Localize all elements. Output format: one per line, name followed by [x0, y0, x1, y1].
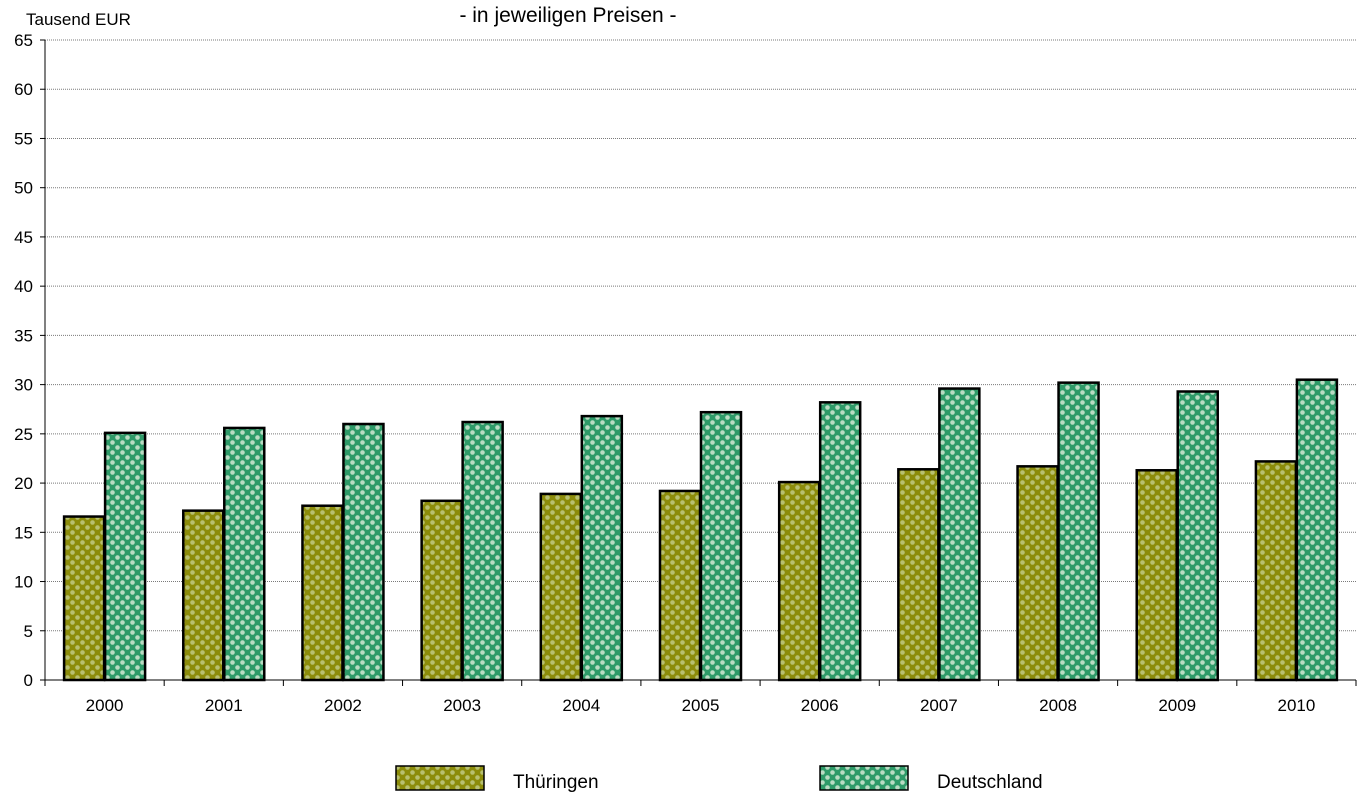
bar-deutschland-2007	[938, 387, 981, 682]
x-tick-label: 2004	[562, 696, 600, 715]
bar-deutschland-2000	[103, 431, 147, 682]
y-tick-label: 10	[14, 573, 33, 592]
bars	[62, 378, 1339, 682]
y-tick-label: 0	[24, 671, 33, 690]
bar-deutschland-2009	[1176, 390, 1219, 682]
bar-deutschland-2005	[699, 410, 743, 682]
bar-deutschland-2010	[1295, 378, 1339, 682]
x-tick-label: 2009	[1158, 696, 1196, 715]
bar-deutschland-2004	[580, 414, 624, 682]
y-tick-label: 40	[14, 277, 33, 296]
y-tick-label: 20	[14, 474, 33, 493]
x-tick-label: 2010	[1277, 696, 1315, 715]
bar-thüringen-2004	[539, 492, 583, 682]
bar-thüringen-2010	[1254, 460, 1298, 682]
y-tick-label: 60	[14, 80, 33, 99]
bar-thüringen-2003	[420, 499, 463, 682]
y-tick-label: 35	[14, 326, 33, 345]
bar-deutschland-2003	[461, 420, 504, 682]
x-tick-label: 2007	[920, 696, 958, 715]
bar-thüringen-2009	[1135, 469, 1178, 682]
y-tick-label: 45	[14, 228, 33, 247]
x-tick-label: 2000	[86, 696, 124, 715]
bar-deutschland-2008	[1057, 381, 1100, 682]
legend: Thüringen Deutschland	[395, 765, 1043, 793]
bar-thüringen-2007	[897, 468, 940, 682]
legend-swatch	[395, 765, 485, 791]
y-tick-label: 30	[14, 376, 33, 395]
bar-thüringen-2005	[658, 489, 702, 682]
y-axis-ticks: 0 5 10 15 20 25 30 35 40 45 50 55 60 65	[14, 31, 45, 690]
bar-thüringen-2008	[1016, 465, 1059, 682]
bar-deutschland-2006	[818, 401, 862, 682]
bar-thüringen-2000	[62, 515, 106, 682]
bar-thüringen-2006	[777, 480, 821, 682]
x-tick-label: 2001	[205, 696, 243, 715]
x-tick-label: 2003	[443, 696, 481, 715]
bar-deutschland-2002	[342, 422, 385, 682]
legend-item-thüringen: Thüringen	[395, 765, 599, 793]
bar-thüringen-2002	[301, 504, 344, 682]
y-tick-label: 15	[14, 523, 33, 542]
legend-item-deutschland: Deutschland	[819, 765, 1043, 793]
y-tick-label: 25	[14, 425, 33, 444]
x-axis: 2000 2001 2002 2003 2004 2005 2006 2007 2008 2009…	[44, 40, 1357, 715]
y-axis-label: Tausend EUR	[26, 10, 131, 29]
y-tick-label: 5	[24, 622, 33, 641]
y-tick-label: 50	[14, 179, 33, 198]
y-tick-label: 65	[14, 31, 33, 50]
legend-label: Deutschland	[937, 772, 1043, 793]
x-tick-label: 2005	[682, 696, 720, 715]
bar-thüringen-2001	[182, 509, 225, 682]
legend-swatch	[819, 765, 909, 791]
x-tick-label: 2008	[1039, 696, 1077, 715]
y-tick-label: 55	[14, 129, 33, 148]
chart-subtitle: - in jeweiligen Preisen -	[459, 4, 676, 27]
x-tick-label: 2002	[324, 696, 362, 715]
legend-label: Thüringen	[513, 772, 599, 793]
x-tick-label: 2006	[801, 696, 839, 715]
bar-deutschland-2001	[223, 426, 266, 682]
